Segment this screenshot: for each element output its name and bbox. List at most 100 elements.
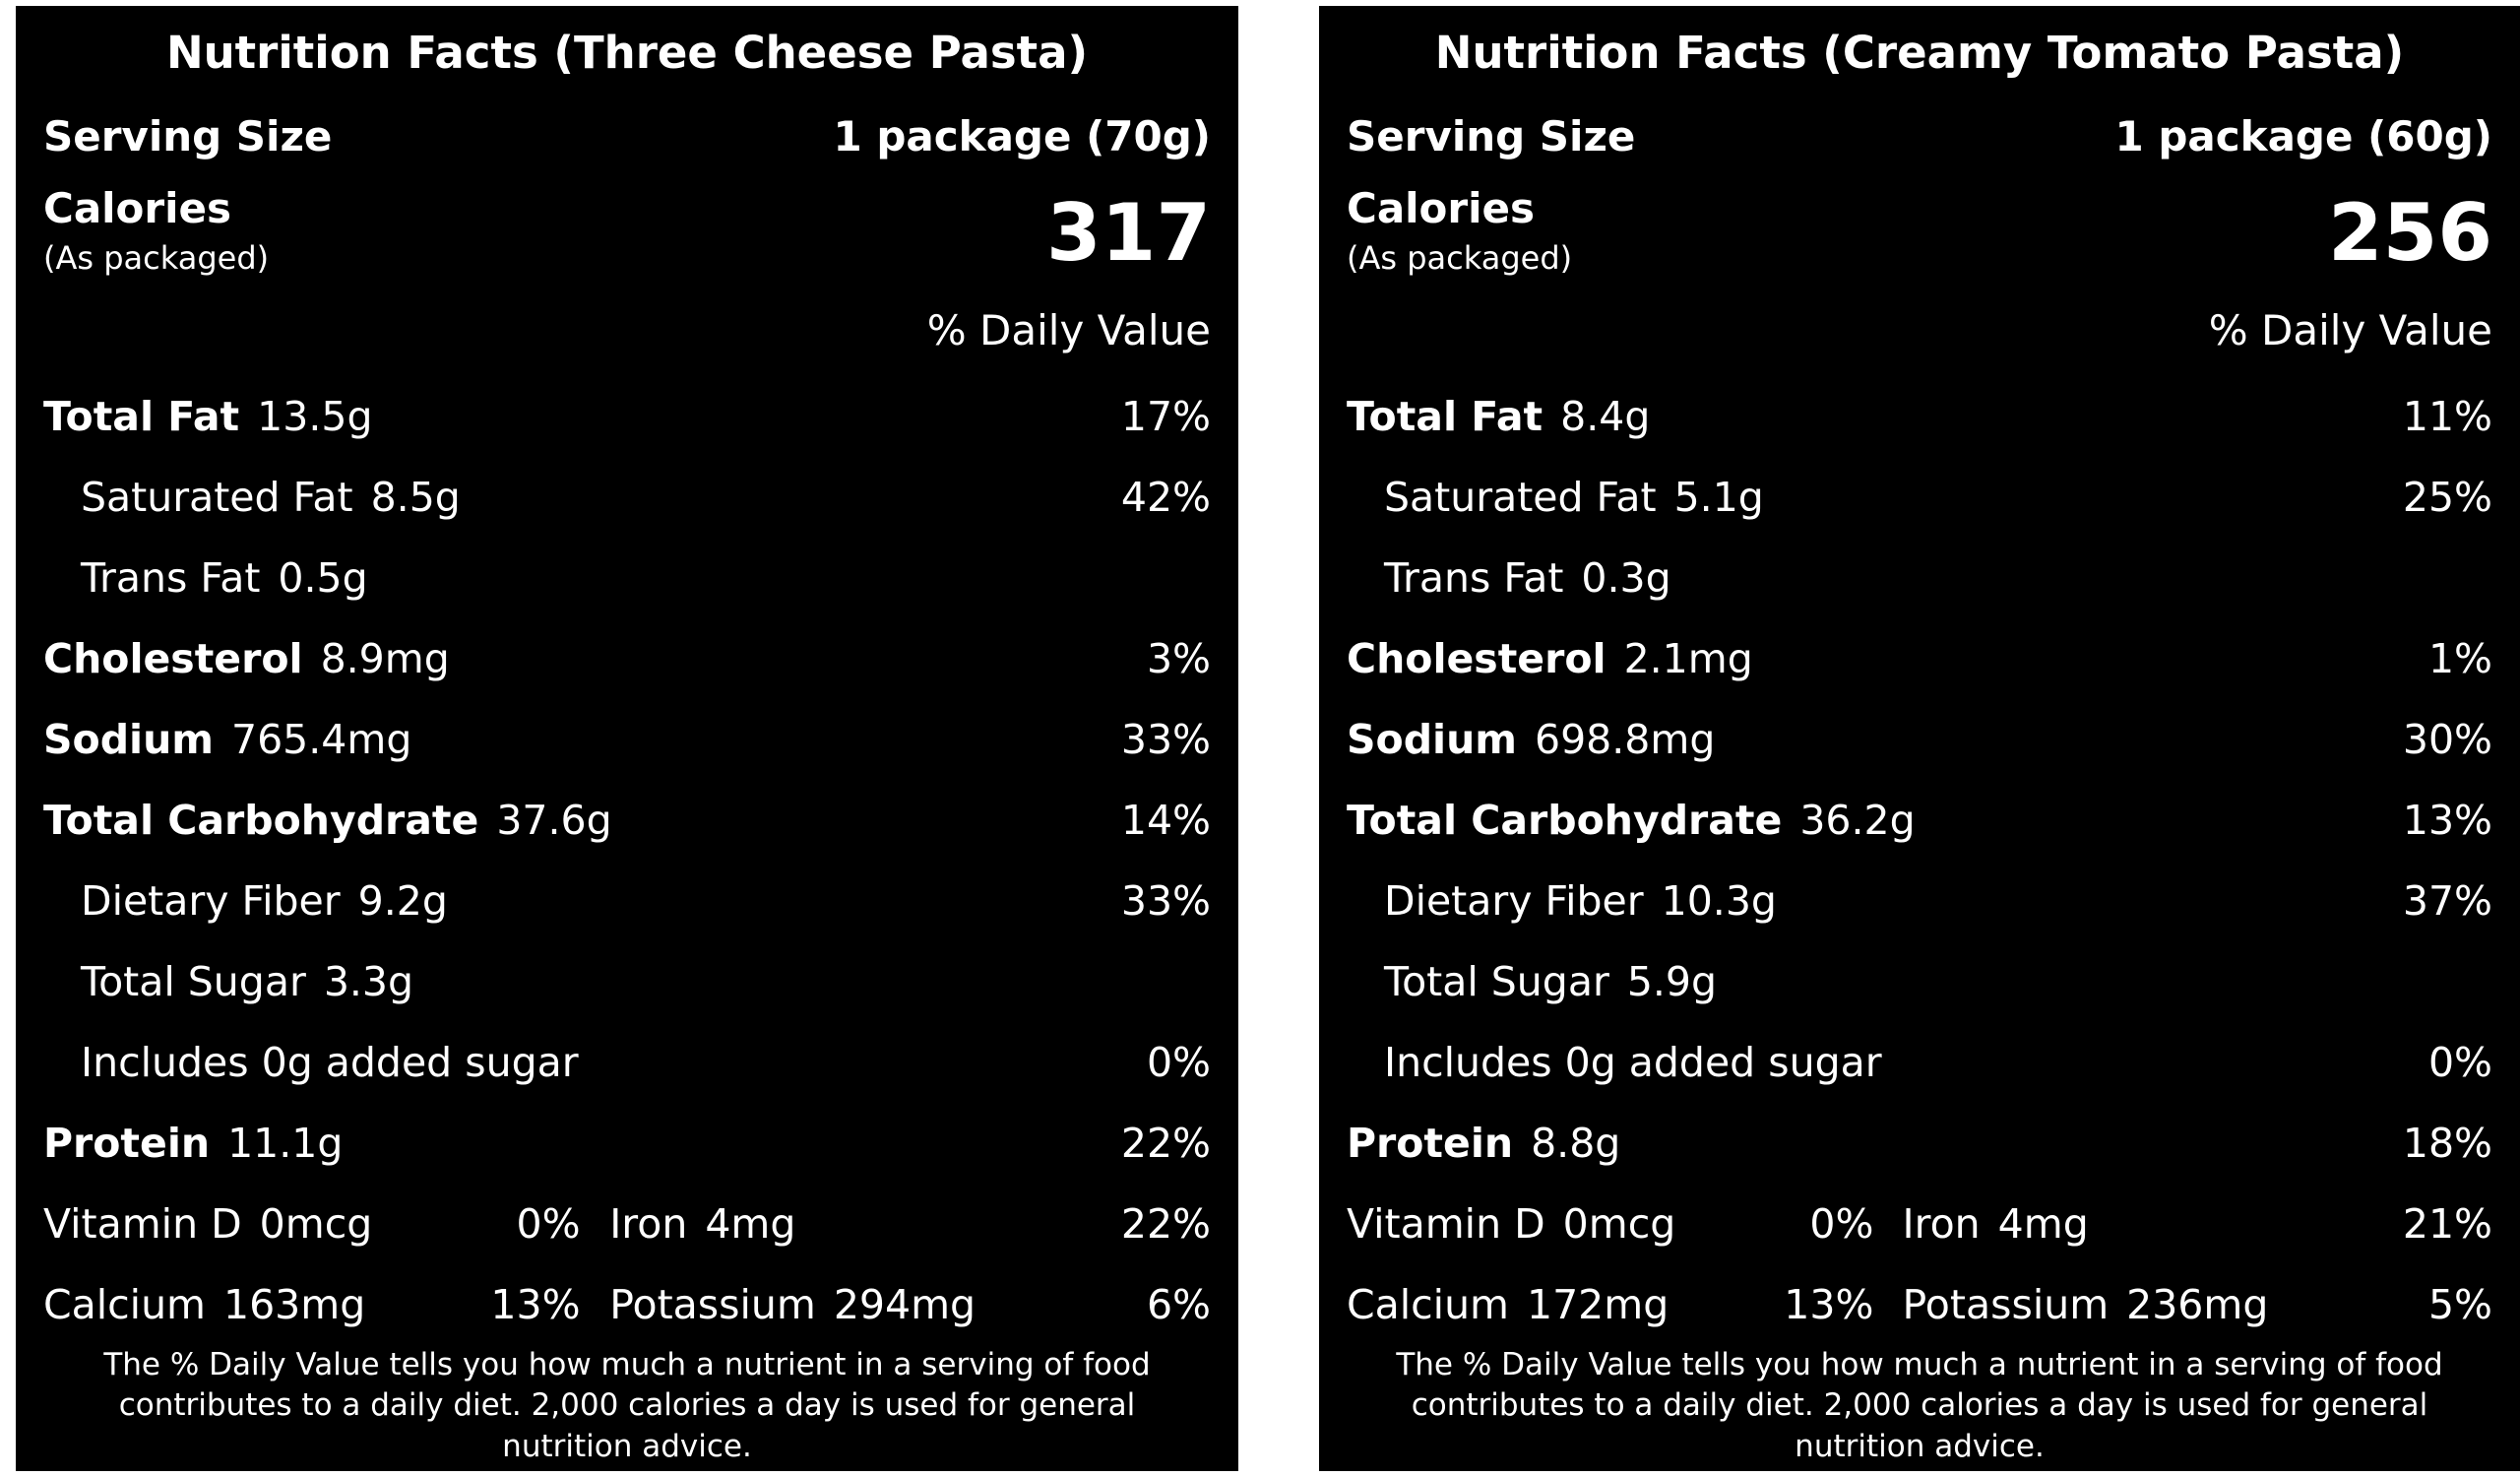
nutrient-name: Total Fat bbox=[43, 392, 240, 440]
micro-name: Iron bbox=[609, 1199, 688, 1248]
nutrient-row-protein: Protein 11.1g 22% bbox=[43, 1103, 1211, 1184]
nutrient-row-cholesterol: Cholesterol 2.1mg 1% bbox=[1347, 618, 2492, 699]
nutrient-name: Sodium bbox=[1347, 715, 1518, 763]
label-title: Nutrition Facts (Creamy Tomato Pasta) bbox=[1434, 27, 2405, 79]
nutrition-label-three-cheese: Nutrition Facts (Three Cheese Pasta) Ser… bbox=[16, 6, 1238, 1471]
nutrient-row-saturated-fat: Saturated Fat 8.5g 42% bbox=[43, 457, 1211, 538]
nutrient-row-protein: Protein 8.8g 18% bbox=[1347, 1103, 2492, 1184]
micro-name: Vitamin D bbox=[43, 1199, 242, 1248]
nutrient-amount: 5.1g bbox=[1673, 473, 1764, 521]
micro-amount: 172mg bbox=[1527, 1280, 1670, 1328]
nutrient-name: Cholesterol bbox=[1347, 634, 1606, 682]
nutrient-row-trans-fat: Trans Fat 0.3g bbox=[1347, 538, 2492, 618]
micro-daily-value: 22% bbox=[1120, 1199, 1211, 1248]
calories-label: Calories bbox=[43, 183, 232, 232]
nutrient-amount: 3.3g bbox=[323, 957, 414, 1005]
nutrient-name: Includes 0g added sugar bbox=[1384, 1038, 1882, 1086]
nutrient-daily-value: 33% bbox=[1120, 715, 1211, 763]
nutrient-daily-value: 37% bbox=[2402, 876, 2492, 925]
calories-block: Calories (As packaged) 317 bbox=[43, 183, 1211, 277]
micro-row-calcium-potassium: Calcium 163mg 13% Potassium 294mg 6% bbox=[43, 1264, 1211, 1345]
nutrient-daily-value: 30% bbox=[2402, 715, 2492, 763]
nutrient-amount: 37.6g bbox=[496, 796, 612, 844]
nutrient-name: Total Sugar bbox=[1384, 957, 1609, 1005]
nutrient-row-total-sugar: Total Sugar 5.9g bbox=[1347, 941, 2492, 1022]
label-title: Nutrition Facts (Three Cheese Pasta) bbox=[165, 27, 1089, 79]
nutrient-daily-value: 13% bbox=[2402, 796, 2492, 844]
micro-daily-value: 13% bbox=[490, 1280, 581, 1328]
calories-block: Calories (As packaged) 256 bbox=[1347, 183, 2492, 279]
micro-amount: 294mg bbox=[833, 1280, 976, 1328]
nutrient-amount: 2.1mg bbox=[1623, 634, 1753, 682]
nutrient-amount: 5.9g bbox=[1626, 957, 1718, 1005]
nutrient-daily-value: 0% bbox=[2427, 1038, 2492, 1086]
nutrient-daily-value: 3% bbox=[1146, 634, 1211, 682]
micro-amount: 236mg bbox=[2126, 1280, 2269, 1328]
nutrient-daily-value: 14% bbox=[1120, 796, 1211, 844]
micro-name: Iron bbox=[1902, 1199, 1981, 1248]
nutrient-name: Total Sugar bbox=[81, 957, 306, 1005]
nutrient-name: Total Carbohydrate bbox=[43, 796, 479, 844]
nutrient-amount: 0.5g bbox=[278, 553, 368, 602]
nutrient-row-total-carbohydrate: Total Carbohydrate 37.6g 14% bbox=[43, 780, 1211, 861]
serving-size-row: Serving Size 1 package (60g) bbox=[1347, 112, 2492, 161]
nutrient-name: Dietary Fiber bbox=[1384, 876, 1644, 925]
nutrient-amount: 36.2g bbox=[1799, 796, 1916, 844]
micro-row-vitamin-d-iron: Vitamin D 0mcg 0% Iron 4mg 21% bbox=[1347, 1184, 2492, 1264]
micro-amount: 4mg bbox=[705, 1199, 796, 1248]
daily-value-footnote: The % Daily Value tells you how much a n… bbox=[1396, 1346, 2443, 1464]
nutrient-daily-value: 1% bbox=[2427, 634, 2492, 682]
nutrient-name: Sodium bbox=[43, 715, 215, 763]
calories-note: (As packaged) bbox=[43, 238, 270, 277]
nutrient-amount: 698.8mg bbox=[1535, 715, 1716, 763]
nutrient-daily-value: 22% bbox=[1120, 1119, 1211, 1167]
daily-value-footnote: The % Daily Value tells you how much a n… bbox=[103, 1346, 1151, 1464]
nutrient-name: Protein bbox=[43, 1119, 211, 1167]
nutrient-name: Protein bbox=[1347, 1119, 1514, 1167]
nutrient-row-trans-fat: Trans Fat 0.5g bbox=[43, 538, 1211, 618]
serving-size-row: Serving Size 1 package (70g) bbox=[43, 112, 1211, 161]
nutrient-row-cholesterol: Cholesterol 8.9mg 3% bbox=[43, 618, 1211, 699]
calories-left: Calories (As packaged) bbox=[1347, 183, 1573, 277]
micro-row-calcium-potassium: Calcium 172mg 13% Potassium 236mg 5% bbox=[1347, 1264, 2492, 1345]
micro-amount: 163mg bbox=[223, 1280, 366, 1328]
nutrient-name: Trans Fat bbox=[81, 553, 261, 602]
serving-size-label: Serving Size bbox=[43, 111, 333, 161]
nutrient-amount: 8.5g bbox=[370, 473, 461, 521]
micro-name: Potassium bbox=[1902, 1280, 2110, 1328]
nutrient-amount: 765.4mg bbox=[231, 715, 412, 763]
serving-size-value: 1 package (60g) bbox=[2114, 111, 2493, 161]
nutrient-row-added-sugar: Includes 0g added sugar 0% bbox=[43, 1022, 1211, 1103]
nutrient-amount: 8.8g bbox=[1531, 1119, 1621, 1167]
nutrient-row-added-sugar: Includes 0g added sugar 0% bbox=[1347, 1022, 2492, 1103]
daily-value-header: % Daily Value bbox=[2208, 305, 2492, 354]
micro-amount: 0mcg bbox=[1562, 1199, 1676, 1248]
nutrient-amount: 10.3g bbox=[1661, 876, 1777, 925]
nutrient-name: Includes 0g added sugar bbox=[81, 1038, 579, 1086]
nutrient-name: Saturated Fat bbox=[1384, 473, 1657, 521]
nutrient-row-total-sugar: Total Sugar 3.3g bbox=[43, 941, 1211, 1022]
nutrient-amount: 13.5g bbox=[257, 392, 373, 440]
daily-value-header: % Daily Value bbox=[926, 305, 1211, 354]
nutrient-daily-value: 0% bbox=[1146, 1038, 1211, 1086]
nutrient-amount: 0.3g bbox=[1581, 553, 1671, 602]
calories-left: Calories (As packaged) bbox=[43, 183, 270, 277]
micro-daily-value: 0% bbox=[516, 1199, 581, 1248]
nutrient-row-total-fat: Total Fat 8.4g 11% bbox=[1347, 376, 2492, 457]
nutrient-row-sodium: Sodium 765.4mg 33% bbox=[43, 699, 1211, 780]
calories-value: 256 bbox=[2328, 186, 2492, 279]
nutrient-daily-value: 17% bbox=[1120, 392, 1211, 440]
micro-name: Potassium bbox=[609, 1280, 816, 1328]
nutrient-name: Saturated Fat bbox=[81, 473, 353, 521]
nutrient-row-saturated-fat: Saturated Fat 5.1g 25% bbox=[1347, 457, 2492, 538]
nutrient-row-dietary-fiber: Dietary Fiber 10.3g 37% bbox=[1347, 861, 2492, 941]
micro-daily-value: 6% bbox=[1146, 1280, 1211, 1328]
nutrient-amount: 8.9mg bbox=[320, 634, 450, 682]
nutrient-row-total-fat: Total Fat 13.5g 17% bbox=[43, 376, 1211, 457]
nutrient-row-dietary-fiber: Dietary Fiber 9.2g 33% bbox=[43, 861, 1211, 941]
nutrient-amount: 9.2g bbox=[357, 876, 448, 925]
micro-daily-value: 5% bbox=[2427, 1280, 2492, 1328]
nutrient-name: Total Carbohydrate bbox=[1347, 796, 1783, 844]
calories-label: Calories bbox=[1347, 183, 1536, 232]
calories-note: (As packaged) bbox=[1347, 238, 1573, 277]
